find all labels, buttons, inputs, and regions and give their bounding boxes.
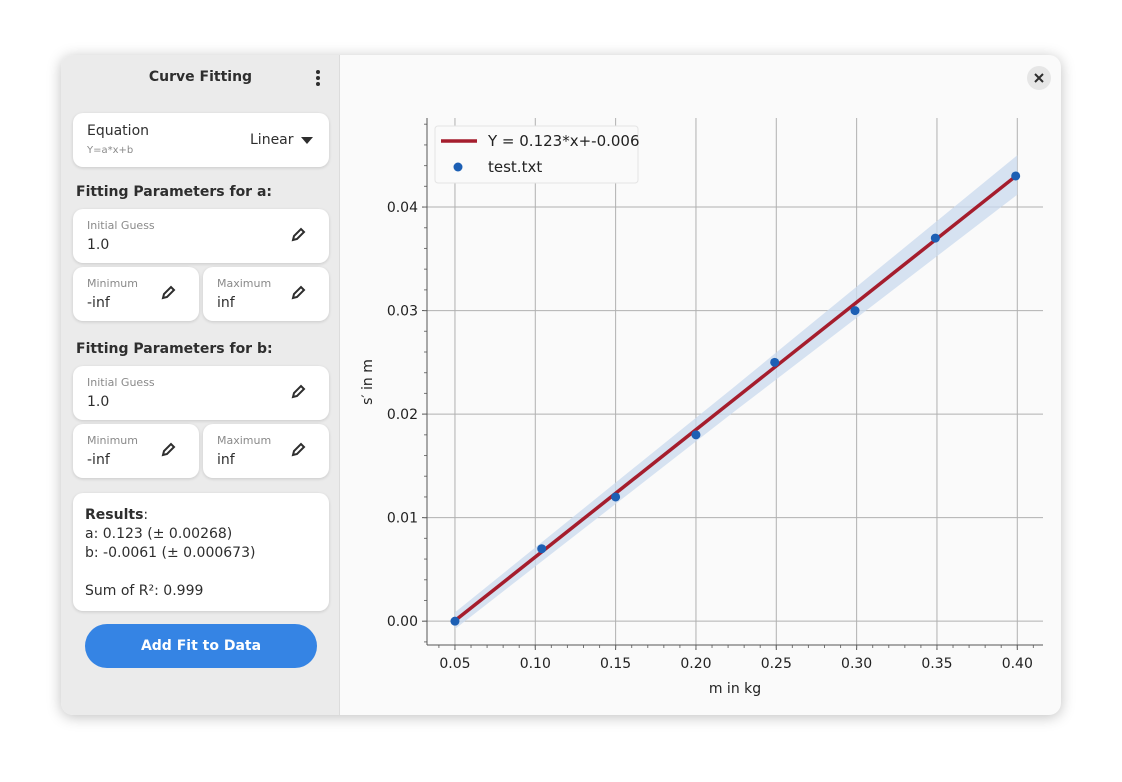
data-point (930, 233, 940, 243)
edit-icon[interactable] (290, 227, 306, 243)
field-value: -inf (87, 452, 110, 468)
field-label: Maximum (217, 277, 272, 290)
results-panel: Results: a: 0.123 (± 0.00268) b: -0.0061… (73, 493, 329, 611)
result-r2: Sum of R²: 0.999 (85, 583, 204, 599)
y-axis-label: s′ in m (360, 359, 376, 405)
x-tick-label: 0.25 (761, 656, 792, 672)
legend-point-swatch (453, 162, 463, 172)
equation-selector[interactable]: Equation Y=a*x+b Linear (73, 113, 329, 167)
field-value: 1.0 (87, 237, 110, 253)
x-tick-label: 0.05 (439, 656, 470, 672)
confidence-band (454, 155, 1018, 629)
params-b-heading: Fitting Parameters for b: (76, 341, 273, 357)
field-label: Minimum (87, 434, 138, 447)
legend-box (434, 125, 639, 184)
add-fit-to-data-button[interactable]: Add Fit to Data (85, 624, 317, 668)
edit-icon[interactable] (290, 442, 306, 458)
y-tick-label: 0.04 (387, 200, 418, 216)
b-maximum-field[interactable]: Maximum inf (203, 424, 329, 478)
y-tick-label: 0.03 (387, 304, 418, 320)
edit-icon[interactable] (290, 384, 306, 400)
equation-formula: Y=a*x+b (87, 145, 134, 156)
edit-icon[interactable] (290, 285, 306, 301)
data-point (611, 492, 621, 502)
result-a: a: 0.123 (± 0.00268) (85, 526, 233, 542)
field-value: -inf (87, 295, 110, 311)
field-value: inf (217, 295, 235, 311)
a-maximum-field[interactable]: Maximum inf (203, 267, 329, 321)
result-b: b: -0.0061 (± 0.000673) (85, 545, 256, 561)
more-options-icon[interactable] (311, 68, 325, 88)
field-label: Minimum (87, 277, 138, 290)
x-axis-label: m in kg (709, 681, 761, 697)
equation-label: Equation (87, 123, 150, 139)
b-initial-guess-field[interactable]: Initial Guess 1.0 (73, 366, 329, 420)
params-a-heading: Fitting Parameters for a: (76, 184, 273, 200)
x-tick-label: 0.20 (680, 656, 711, 672)
chevron-down-icon (301, 137, 313, 144)
field-label: Initial Guess (87, 219, 155, 232)
a-minimum-field[interactable]: Minimum -inf (73, 267, 199, 321)
legend-label-data: test.txt (488, 158, 542, 176)
a-initial-guess-field[interactable]: Initial Guess 1.0 (73, 209, 329, 263)
close-button[interactable] (1027, 66, 1051, 90)
field-value: 1.0 (87, 394, 110, 410)
sidebar-title: Curve Fitting (148, 69, 253, 85)
b-minimum-field[interactable]: Minimum -inf (73, 424, 199, 478)
results-heading: Results (85, 507, 144, 523)
close-icon (1034, 73, 1044, 83)
edit-icon[interactable] (160, 285, 176, 301)
sidebar: Curve Fitting Equation Y=a*x+b Linear Fi… (61, 55, 340, 715)
y-tick-label: 0.00 (387, 614, 418, 630)
field-value: inf (217, 452, 235, 468)
data-point (770, 357, 780, 367)
x-tick-label: 0.10 (520, 656, 551, 672)
data-point (691, 430, 701, 440)
data-point (537, 544, 547, 554)
x-tick-label: 0.15 (600, 656, 631, 672)
field-label: Initial Guess (87, 376, 155, 389)
equation-selected: Linear (250, 132, 294, 148)
data-point (450, 616, 460, 626)
results-colon: : (143, 507, 149, 523)
y-tick-label: 0.01 (387, 511, 418, 527)
x-tick-label: 0.30 (841, 656, 872, 672)
x-tick-label: 0.35 (921, 656, 952, 672)
legend-label-fit: Y = 0.123*x+-0.006 (487, 132, 640, 150)
y-tick-label: 0.02 (387, 407, 418, 423)
field-label: Maximum (217, 434, 272, 447)
x-tick-label: 0.40 (1002, 656, 1033, 672)
data-point (1011, 171, 1021, 181)
edit-icon[interactable] (160, 442, 176, 458)
fit-line (453, 173, 1019, 623)
data-point (850, 306, 860, 316)
